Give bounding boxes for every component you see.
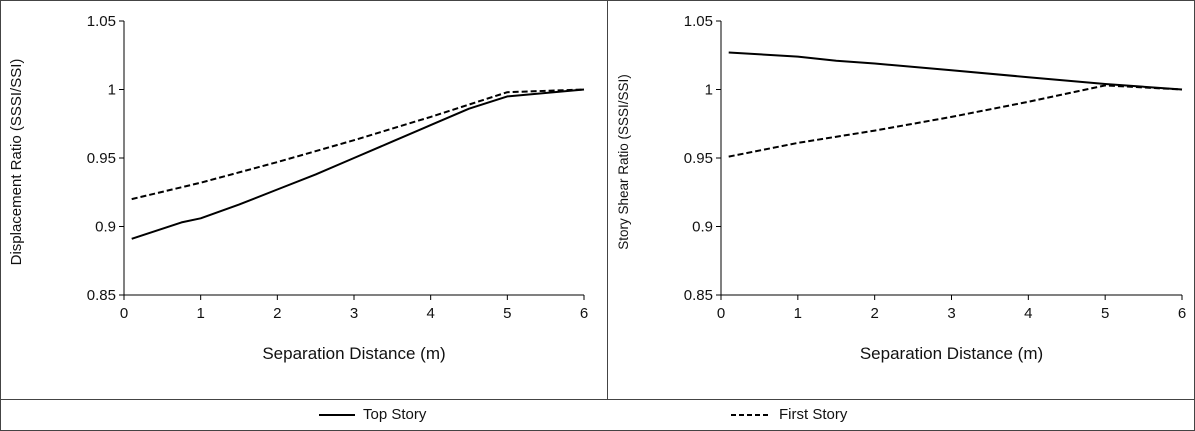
x-tick-label: 2	[870, 305, 878, 322]
y-axis-label: Story Shear Ratio (SSSI/SSI)	[616, 74, 631, 250]
y-tick-label: 1	[108, 82, 116, 99]
legend-label-top-story: Top Story	[363, 406, 427, 423]
y-tick-label: 1.05	[684, 13, 713, 30]
x-tick-label: 1	[794, 305, 802, 322]
x-tick-label: 0	[120, 305, 128, 322]
chart-panel-story-shear: 0 1 2 3 4 5 6 0.85 0.9 0.95 1 1.05 Separation Distan…	[608, 1, 1194, 399]
legend-swatch-solid	[319, 413, 355, 416]
chart-panel-displacement: 0 1 2 3 4 5 6 0.85 0.9 0.95 1 1.05 Separation Distan…	[1, 1, 608, 399]
y-tick-label: 0.85	[684, 287, 713, 304]
displacement-ratio-chart: 0 1 2 3 4 5 6 0.85 0.9 0.95 1 1.05 Separation Distan…	[8, 13, 588, 363]
legend: Top Story First Story	[1, 399, 1194, 431]
x-tick-label: 1	[196, 305, 204, 322]
y-tick-label: 0.9	[692, 219, 713, 236]
series-line-first-story	[728, 84, 1183, 158]
y-tick-label: 0.9	[95, 219, 116, 236]
y-tick-label: 0.85	[87, 287, 116, 304]
series-line-top-story	[728, 51, 1183, 91]
x-tick-label: 4	[426, 305, 434, 322]
x-tick-label: 2	[273, 305, 281, 322]
y-tick-label: 0.95	[87, 150, 116, 167]
legend-item-first-story: First Story	[731, 406, 847, 423]
x-tick-label: 5	[1101, 305, 1109, 322]
legend-label-first-story: First Story	[779, 406, 848, 423]
legend-item-top-story: Top Story	[319, 406, 426, 423]
story-shear-ratio-chart: 0 1 2 3 4 5 6 0.85 0.9 0.95 1 1.05 Separation Distan…	[616, 13, 1186, 363]
x-tick-label: 4	[1024, 305, 1032, 322]
x-axis-label: Separation Distance (m)	[860, 344, 1043, 363]
x-tick-label: 0	[717, 305, 725, 322]
x-tick-label: 3	[947, 305, 955, 322]
y-axis-label: Displacement Ratio (SSSI/SSI)	[8, 59, 25, 266]
charts-area: 0 1 2 3 4 5 6 0.85 0.9 0.95 1 1.05 Separation Distan…	[1, 1, 1194, 399]
x-tick-label: 6	[580, 305, 588, 322]
y-tick-label: 1.05	[87, 13, 116, 30]
x-tick-label: 5	[503, 305, 511, 322]
series-line-top-story	[131, 88, 585, 240]
y-tick-label: 1	[705, 82, 713, 99]
x-axis-label: Separation Distance (m)	[262, 344, 445, 363]
series-line-first-story	[131, 88, 585, 201]
legend-swatch-dashed	[731, 413, 771, 416]
x-tick-label: 3	[350, 305, 358, 322]
y-tick-label: 0.95	[684, 150, 713, 167]
x-tick-label: 6	[1178, 305, 1186, 322]
